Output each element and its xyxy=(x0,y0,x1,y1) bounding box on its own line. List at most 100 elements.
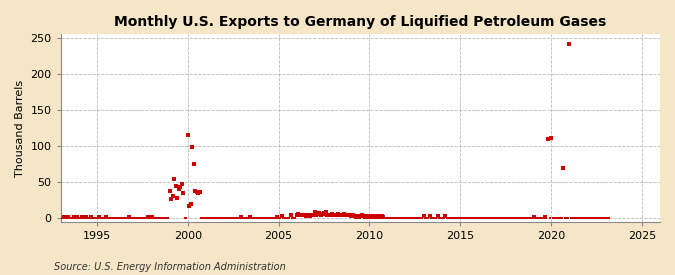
Point xyxy=(328,212,339,217)
Point xyxy=(577,216,588,220)
Point xyxy=(120,216,131,220)
Point xyxy=(86,215,97,220)
Point xyxy=(308,212,319,217)
Point xyxy=(443,216,454,220)
Point xyxy=(400,216,411,220)
Point xyxy=(69,214,80,219)
Point xyxy=(193,191,204,195)
Point xyxy=(543,137,554,141)
Point xyxy=(485,216,496,220)
Point xyxy=(223,216,234,220)
Point xyxy=(538,216,549,220)
Point xyxy=(326,211,337,216)
Point xyxy=(314,211,325,215)
Point xyxy=(580,216,591,220)
Point xyxy=(57,216,68,220)
Point xyxy=(230,216,240,220)
Point xyxy=(208,216,219,220)
Point xyxy=(452,216,462,220)
Point xyxy=(99,216,110,220)
Point xyxy=(427,216,438,220)
Point xyxy=(130,216,140,220)
Point xyxy=(564,42,574,47)
Point xyxy=(232,216,243,220)
Point xyxy=(261,216,272,220)
Point xyxy=(237,216,248,220)
Point xyxy=(236,214,246,219)
Point xyxy=(366,214,377,219)
Point xyxy=(292,213,302,218)
Point xyxy=(88,216,99,220)
Point xyxy=(269,216,279,220)
Point xyxy=(422,216,433,220)
Point xyxy=(187,145,198,149)
Point xyxy=(435,216,446,220)
Point xyxy=(213,216,223,220)
Point xyxy=(93,215,104,220)
Point xyxy=(313,211,323,216)
Point xyxy=(244,214,255,219)
Point xyxy=(258,216,269,220)
Point xyxy=(574,216,585,220)
Point xyxy=(104,216,115,220)
Point xyxy=(58,214,69,219)
Title: Monthly U.S. Exports to Germany of Liquified Petroleum Gases: Monthly U.S. Exports to Germany of Liqui… xyxy=(114,15,606,29)
Point xyxy=(293,211,304,216)
Point xyxy=(394,216,405,220)
Point xyxy=(462,216,473,220)
Point xyxy=(555,216,566,220)
Point xyxy=(393,216,404,220)
Point xyxy=(385,216,396,220)
Point xyxy=(576,216,587,220)
Point xyxy=(151,216,161,220)
Point xyxy=(585,216,596,220)
Point xyxy=(516,216,526,220)
Point xyxy=(164,189,175,193)
Point xyxy=(144,216,155,220)
Point xyxy=(306,213,317,218)
Point xyxy=(404,216,414,220)
Point xyxy=(527,216,538,220)
Point xyxy=(126,216,137,220)
Point xyxy=(591,216,602,220)
Point xyxy=(426,216,437,220)
Point xyxy=(372,214,383,219)
Point xyxy=(560,216,570,220)
Point xyxy=(299,212,310,217)
Point xyxy=(84,216,95,220)
Point xyxy=(210,216,221,220)
Point xyxy=(137,216,148,220)
Point xyxy=(173,187,184,191)
Point xyxy=(102,216,113,220)
Point xyxy=(264,216,275,220)
Point xyxy=(470,216,481,220)
Point xyxy=(190,189,200,193)
Point xyxy=(63,215,74,220)
Point xyxy=(263,216,273,220)
Point xyxy=(456,216,467,220)
Point xyxy=(597,216,608,220)
Point xyxy=(75,216,86,220)
Point xyxy=(479,216,490,220)
Point xyxy=(214,216,225,220)
Point xyxy=(61,216,72,220)
Point xyxy=(68,216,78,220)
Point xyxy=(136,216,146,220)
Point xyxy=(335,213,346,218)
Point xyxy=(287,216,298,220)
Point xyxy=(545,136,556,140)
Point xyxy=(417,216,428,220)
Point xyxy=(412,216,423,220)
Point xyxy=(411,216,422,220)
Point xyxy=(194,190,205,194)
Point xyxy=(420,216,431,220)
Point xyxy=(322,212,333,217)
Point xyxy=(288,216,299,220)
Point xyxy=(439,214,450,218)
Point xyxy=(286,212,296,217)
Point xyxy=(344,213,355,218)
Point xyxy=(238,216,249,220)
Point xyxy=(416,216,427,220)
Point xyxy=(402,216,412,220)
Point xyxy=(205,216,216,220)
